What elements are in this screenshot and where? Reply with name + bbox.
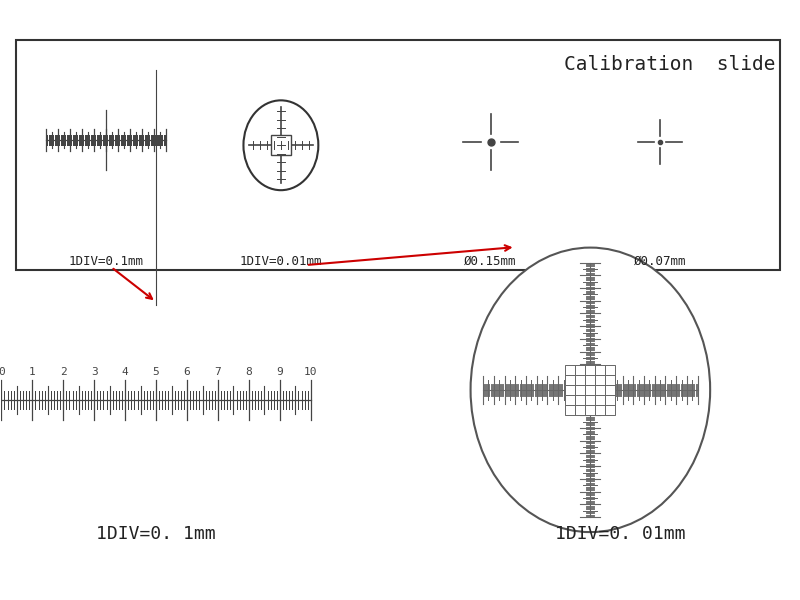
Bar bbox=[575, 405, 586, 415]
Bar bbox=[566, 375, 575, 385]
Text: 1DIV=0. 1mm: 1DIV=0. 1mm bbox=[96, 524, 216, 542]
Bar bbox=[586, 395, 595, 405]
Bar bbox=[606, 365, 615, 375]
Bar bbox=[595, 365, 606, 375]
Text: 5: 5 bbox=[153, 367, 159, 377]
Text: Ø0.15mm: Ø0.15mm bbox=[464, 255, 517, 268]
Bar bbox=[575, 385, 586, 395]
Text: 3: 3 bbox=[91, 367, 98, 377]
Bar bbox=[575, 375, 586, 385]
Text: 2: 2 bbox=[60, 367, 66, 377]
Bar bbox=[595, 395, 606, 405]
Bar bbox=[566, 405, 575, 415]
Text: 0: 0 bbox=[0, 367, 5, 377]
Bar bbox=[271, 135, 291, 155]
Ellipse shape bbox=[470, 248, 710, 532]
Text: Calibration  slide: Calibration slide bbox=[563, 55, 775, 74]
Bar bbox=[595, 385, 606, 395]
Bar bbox=[606, 405, 615, 415]
Bar bbox=[575, 365, 586, 375]
Text: 10: 10 bbox=[304, 367, 318, 377]
Bar bbox=[586, 385, 595, 395]
Bar bbox=[566, 395, 575, 405]
Text: 1: 1 bbox=[29, 367, 36, 377]
Text: 4: 4 bbox=[122, 367, 129, 377]
Bar bbox=[575, 395, 586, 405]
Bar bbox=[595, 405, 606, 415]
Bar bbox=[566, 385, 575, 395]
Bar bbox=[586, 365, 595, 375]
Bar bbox=[595, 375, 606, 385]
Text: 7: 7 bbox=[214, 367, 222, 377]
Text: 1DIV=0.01mm: 1DIV=0.01mm bbox=[240, 255, 322, 268]
Bar bbox=[606, 375, 615, 385]
Text: 1DIV=0. 01mm: 1DIV=0. 01mm bbox=[555, 524, 686, 542]
Text: 9: 9 bbox=[277, 367, 283, 377]
Bar bbox=[566, 365, 575, 375]
Text: 8: 8 bbox=[246, 367, 252, 377]
Text: Ø0.07mm: Ø0.07mm bbox=[634, 255, 686, 268]
Text: 1DIV=0.1mm: 1DIV=0.1mm bbox=[69, 255, 144, 268]
Ellipse shape bbox=[243, 100, 318, 190]
Bar bbox=[586, 405, 595, 415]
Text: 6: 6 bbox=[184, 367, 190, 377]
Bar bbox=[606, 395, 615, 405]
Bar bbox=[586, 375, 595, 385]
FancyBboxPatch shape bbox=[16, 40, 780, 270]
Bar bbox=[606, 385, 615, 395]
